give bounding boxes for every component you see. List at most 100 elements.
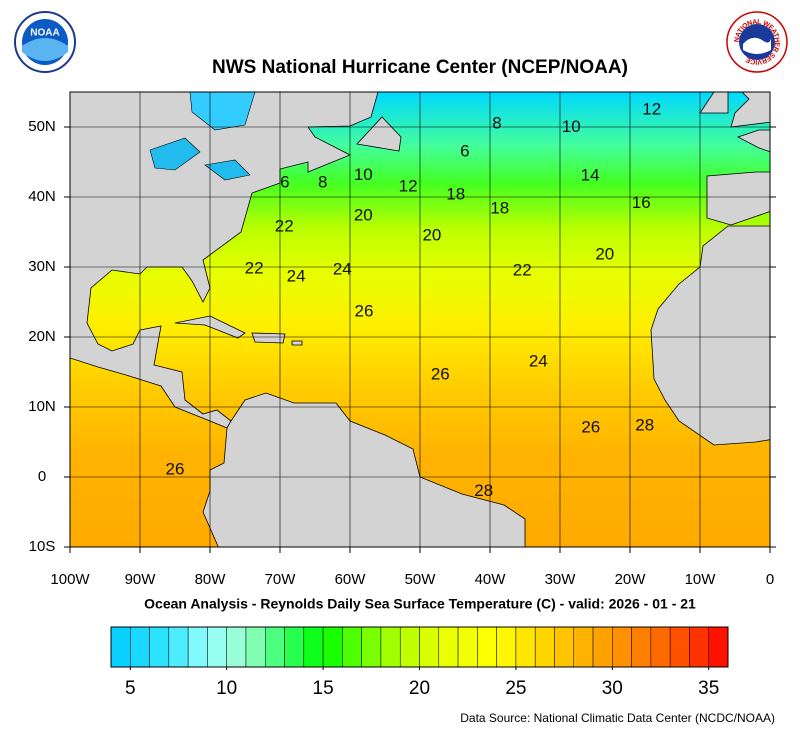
france (736, 129, 770, 153)
contour-label: 8 (492, 114, 501, 133)
colorbar-cell (207, 626, 227, 668)
colorbar-cell (245, 626, 266, 668)
colorbar-cell (284, 626, 305, 668)
nws-logo: NATIONAL WEATHER SERVICE (726, 11, 788, 73)
x-tick-label: 80W (195, 571, 227, 588)
contour-label: 26 (355, 301, 374, 320)
colorbar-tick-label: 20 (409, 678, 430, 699)
contour-label: 20 (422, 226, 441, 245)
contour-label: 22 (513, 261, 532, 280)
colorbar-cell (573, 626, 594, 668)
colorbar-cell (399, 626, 420, 668)
colorbar-cell (631, 626, 652, 668)
colorbar-cell (457, 626, 478, 668)
contour-label: 6 (280, 172, 289, 191)
source: Data Source: National Climatic Data Cent… (460, 711, 775, 725)
contour-label: 12 (399, 177, 418, 196)
colorbar-cell (477, 626, 497, 668)
x-tick-label: 70W (265, 571, 297, 588)
y-tick-label: 0 (38, 468, 46, 485)
contour-label: 12 (642, 100, 661, 119)
y-tick-label: 20N (28, 328, 56, 345)
contour-label: 10 (354, 165, 373, 184)
x-tick-label: 100W (50, 571, 90, 588)
contour-label: 16 (632, 193, 651, 212)
colorbar-cell (265, 626, 285, 668)
contour-labels: 12 8 10 6 6 8 10 12 18 14 16 18 20 20 22 20 22 24 24 22 26 24… (166, 100, 662, 501)
contour-label: 24 (287, 266, 306, 285)
contour-label: 10 (562, 117, 581, 136)
colorbar-cell (168, 626, 189, 668)
colorbar-cell (592, 626, 613, 668)
map-area: 12 8 10 6 6 8 10 12 18 14 16 18 20 20 22 20 22 24 24 22 26 24… (70, 92, 770, 547)
colorbar: 5 10 15 20 25 30 35 (110, 626, 729, 699)
x-tick-label: 30W (545, 571, 577, 588)
iberia (706, 171, 770, 226)
contour-label: 18 (490, 198, 509, 217)
colorbar-cell (187, 626, 208, 668)
colorbar-cell (419, 626, 440, 668)
contour-label: 22 (275, 217, 294, 236)
contour-label: 24 (333, 259, 352, 278)
colorbar-cell (361, 626, 382, 668)
colorbar-cell (496, 626, 517, 668)
colorbar-tick-label: 35 (698, 678, 719, 699)
colorbar-cell (515, 626, 536, 668)
contour-label: 28 (474, 481, 493, 500)
x-tick-label: 0 (766, 571, 774, 588)
colorbar-cell (226, 626, 247, 668)
noaa-logo-text: NOAA (30, 28, 59, 39)
x-tick-label: 90W (125, 571, 157, 588)
contour-label: 24 (529, 352, 548, 371)
y-tick-label: 50N (28, 118, 56, 135)
y-tick-label: 10N (28, 398, 56, 415)
axis-ticks: 100W 90W 80W 70W 60W 50W 40W 30W 20W 10W 0 10S 0 10N 2… (28, 118, 776, 588)
colorbar-tick-label: 15 (313, 678, 334, 699)
contour-label: 18 (446, 184, 465, 203)
contour-label: 26 (581, 417, 600, 436)
colorbar-cell (534, 626, 555, 668)
y-tick-label: 30N (28, 258, 56, 275)
x-tick-label: 60W (335, 571, 367, 588)
contour-label: 26 (166, 459, 185, 478)
newfoundland (356, 116, 402, 152)
colorbar-cell (612, 626, 632, 668)
colorbar-cell (708, 626, 729, 668)
colorbar-cell (110, 626, 131, 668)
x-tick-label: 10W (685, 571, 717, 588)
colorbar-cell (438, 626, 459, 668)
cuba (174, 315, 246, 339)
hispaniola (251, 332, 286, 344)
puerto-rico (291, 340, 303, 346)
great-britain (730, 92, 770, 128)
hudson-bay (189, 92, 256, 131)
contour-label: 26 (431, 364, 450, 383)
north-america (70, 92, 379, 429)
ireland (699, 92, 729, 114)
title: NWS National Hurricane Center (NCEP/NOAA… (212, 57, 628, 78)
contour-label: 20 (354, 205, 373, 224)
colorbar-cell (689, 626, 709, 668)
great-lakes (149, 137, 251, 181)
contour-label: 28 (635, 415, 654, 434)
x-tick-label: 50W (405, 571, 437, 588)
x-tick-label: 20W (615, 571, 647, 588)
x-tick-label: 40W (475, 571, 507, 588)
colorbar-tick-label: 25 (505, 678, 526, 699)
y-tick-label: 40N (28, 188, 56, 205)
contour-label: 22 (245, 259, 264, 278)
colorbar-cell (303, 626, 324, 668)
colorbar-cell (554, 626, 574, 668)
y-tick-label: 10S (29, 538, 56, 555)
colorbar-cell (149, 626, 170, 668)
colorbar-tick-label: 30 (602, 678, 623, 699)
contour-label: 14 (581, 165, 600, 184)
colorbar-cell (650, 626, 671, 668)
contour-label: 8 (318, 172, 327, 191)
colorbar-cell (669, 626, 690, 668)
africa (650, 225, 770, 446)
colorbar-cell (130, 626, 150, 668)
colorbar-tick-label: 10 (216, 678, 237, 699)
colorbar-cell (380, 626, 401, 668)
